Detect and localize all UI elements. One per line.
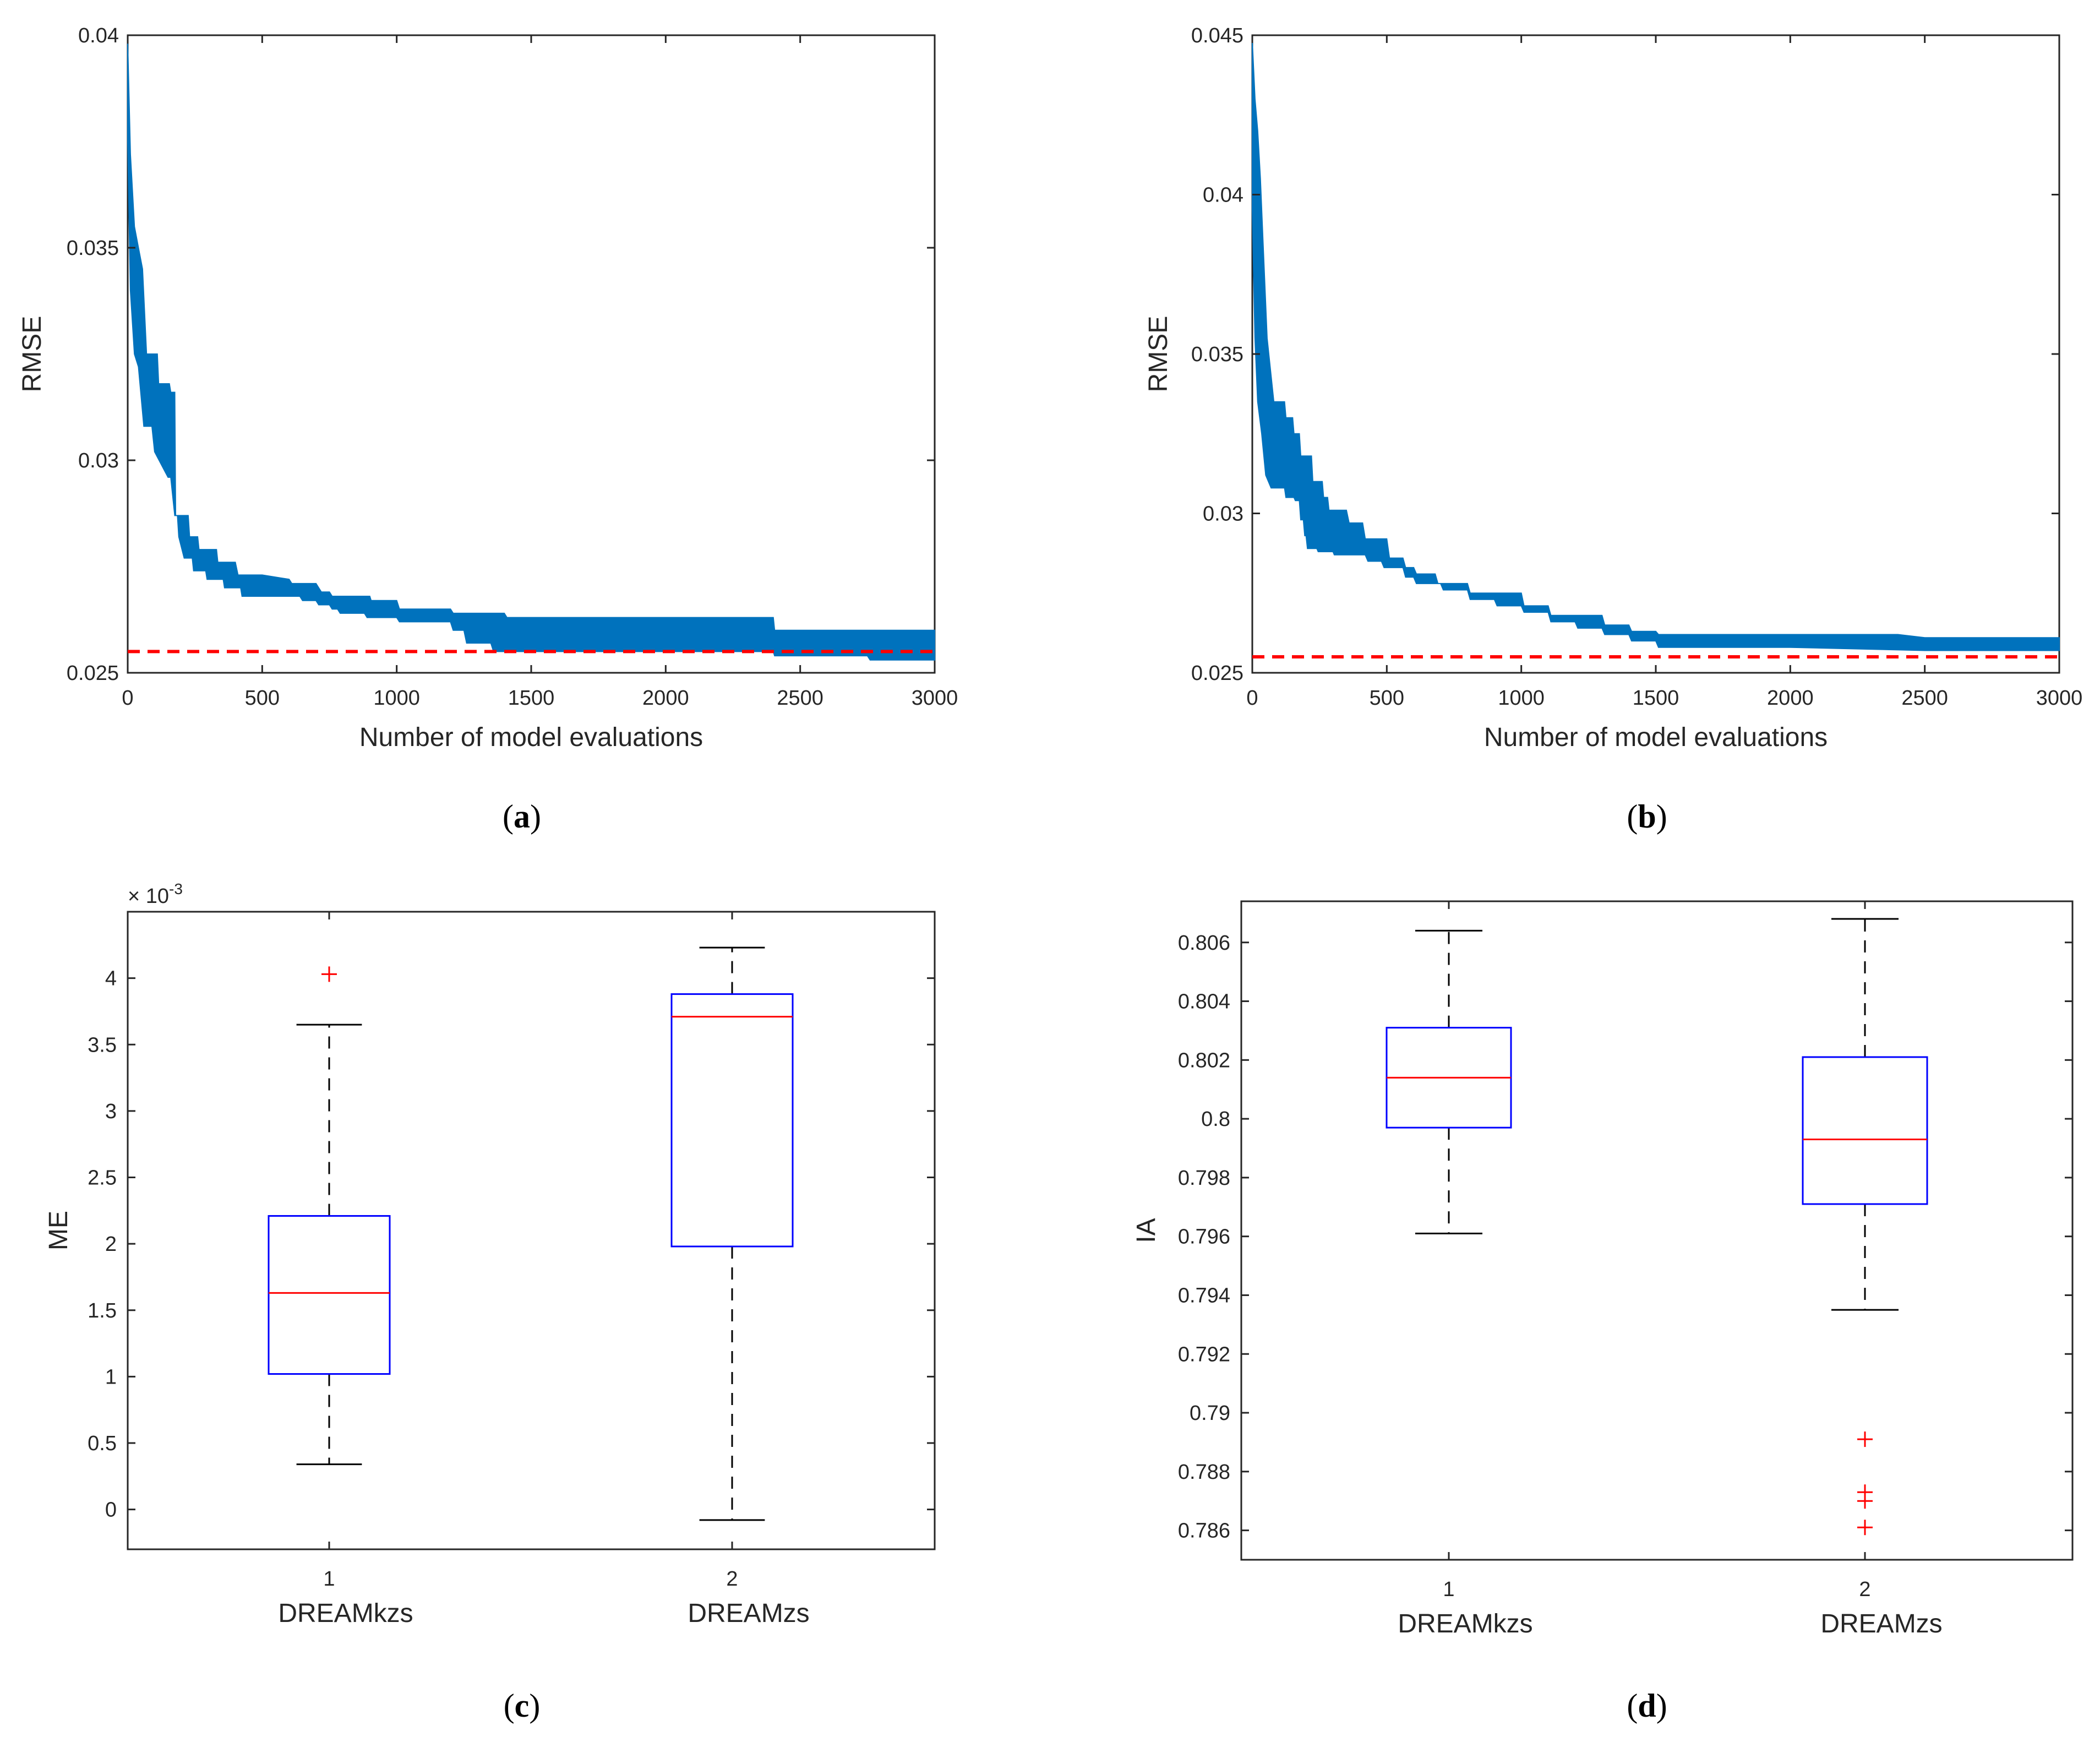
panel-a-caption: (a) — [503, 798, 541, 835]
panel-c-group-1-box — [268, 1215, 391, 1375]
panel-c-y-tick-label: 2.5 — [88, 1167, 117, 1190]
panel-d-group-2-outlier-marker — [1857, 1493, 1873, 1509]
panel-c-y-tick-label: 1 — [105, 1365, 117, 1389]
panel-b-caption-open: ( — [1627, 798, 1638, 835]
panel-c-y-tick-label: 4 — [105, 967, 117, 990]
panel-a-x-tick-label: 3000 — [912, 687, 958, 710]
panel-c-plot-frame — [127, 911, 936, 1550]
panel-a-rmse-band — [127, 43, 935, 661]
panel-a-y-axis-label: RMSE — [18, 316, 47, 393]
panel-c-y-axis-label: ME — [44, 1211, 73, 1250]
panel-c-scale-exponent: -3 — [169, 880, 183, 897]
panel-b-x-tick-label: 0 — [1246, 687, 1258, 710]
panel-a-y-tick-label: 0.025 — [67, 662, 119, 685]
panel-b-y-tick-label: 0.03 — [1203, 503, 1243, 526]
panel-b-rmse-convergence: RMSE Number of model evaluations (b) 0 50… — [1144, 24, 2082, 835]
panel-b-x-tick-label: 1500 — [1633, 687, 1679, 710]
panel-b-x-tick-label: 1000 — [1498, 687, 1545, 710]
panel-d-caption: (d) — [1627, 1687, 1667, 1724]
panel-d-y-tick-label: 0.796 — [1178, 1226, 1230, 1249]
panel-a-x-axis-label: Number of model evaluations — [359, 723, 703, 752]
panel-c-group-1-outlier-marker — [321, 966, 337, 982]
panel-d-y-tick-label: 0.788 — [1178, 1461, 1230, 1484]
panel-a-caption-close: ) — [530, 798, 541, 835]
panel-d-group-2-outlier-marker — [1857, 1431, 1873, 1447]
panel-d-ia-boxplot: IA (d) 0.786 0.788 0.79 0.792 0.794 0.796 0.79… — [1132, 900, 2074, 1724]
panel-d-caption-letter: d — [1638, 1687, 1656, 1724]
panel-c-y-tick-label: 1.5 — [88, 1299, 117, 1322]
panel-d-y-tick-label: 0.792 — [1178, 1343, 1230, 1366]
panel-d-group-2-tick-label: 2 — [1859, 1578, 1870, 1601]
panel-c-y-tick-label: 0.5 — [88, 1432, 117, 1455]
panel-d-caption-open: ( — [1627, 1687, 1638, 1724]
panel-a-rmse-convergence: RMSE Number of model evaluations (a) 0 50… — [18, 24, 958, 835]
panel-c-group-1-tick-label: 1 — [323, 1567, 335, 1591]
panel-d-caption-close: ) — [1656, 1687, 1667, 1724]
panel-c-group-2-name-label: DREAMzs — [688, 1599, 809, 1628]
panel-c-y-tick-label: 3 — [105, 1100, 117, 1123]
panel-d-y-axis-label: IA — [1132, 1218, 1161, 1243]
panel-b-caption: (b) — [1627, 798, 1667, 835]
panel-d-y-tick-label: 0.804 — [1178, 990, 1230, 1014]
panel-d-group-1-tick-label: 1 — [1443, 1578, 1454, 1601]
panel-d-y-tick-label: 0.786 — [1178, 1520, 1230, 1543]
panel-b-y-tick-label: 0.045 — [1191, 24, 1243, 47]
panel-d-y-tick-label: 0.79 — [1190, 1402, 1230, 1425]
panel-c-y-tick-label: 3.5 — [88, 1033, 117, 1057]
panel-d-y-tick-label: 0.806 — [1178, 932, 1230, 955]
panel-d-y-tick-label: 0.798 — [1178, 1167, 1230, 1190]
panel-d-group-2-box — [1802, 1056, 1928, 1205]
panel-a-x-tick-label: 1000 — [373, 687, 420, 710]
panel-b-rmse-band — [1252, 41, 2060, 651]
panel-b-y-tick-label: 0.035 — [1191, 343, 1243, 366]
panel-b-x-tick-label: 2500 — [1901, 687, 1948, 710]
panel-b-y-tick-label: 0.025 — [1191, 662, 1243, 685]
panel-a-caption-open: ( — [503, 798, 514, 835]
panel-c-group-2-box — [670, 993, 794, 1248]
panel-c-caption-close: ) — [529, 1687, 540, 1724]
panel-b-x-tick-label: 2000 — [1767, 687, 1814, 710]
panel-d-group-1-name-label: DREAMkzs — [1398, 1609, 1532, 1638]
panel-d-group-2-name-label: DREAMzs — [1820, 1609, 1942, 1638]
panel-d-group-2-outlier-marker — [1857, 1520, 1873, 1536]
panel-a-y-tick-label: 0.03 — [78, 449, 119, 472]
panel-a-y-tick-label: 0.035 — [67, 237, 119, 260]
panel-c-caption: (c) — [504, 1687, 541, 1724]
panel-c-scale-base: × 10 — [128, 885, 169, 908]
panel-c-caption-open: ( — [504, 1687, 515, 1724]
panel-c-group-2-tick-label: 2 — [726, 1567, 738, 1591]
panel-c-me-boxplot: ME × 10-3 (c) 0 0.5 1 1.5 2 2.5 3 3.5 4 1 DREAMkzs… — [44, 880, 936, 1724]
panel-d-plot-frame — [1240, 900, 2074, 1561]
panel-a-caption-letter: a — [514, 798, 530, 835]
panel-a-x-tick-label: 1500 — [508, 687, 555, 710]
panel-a-x-tick-label: 500 — [245, 687, 280, 710]
panel-c-group-1-name-label: DREAMkzs — [278, 1599, 413, 1628]
panel-c-y-tick-label: 0 — [105, 1499, 117, 1522]
panel-b-y-tick-label: 0.04 — [1203, 184, 1243, 207]
panel-b-x-tick-label: 500 — [1370, 687, 1404, 710]
panel-d-y-tick-label: 0.802 — [1178, 1049, 1230, 1072]
panel-b-x-axis-label: Number of model evaluations — [1484, 723, 1828, 752]
panel-a-y-tick-label: 0.04 — [78, 24, 119, 47]
panel-c-y-tick-label: 2 — [105, 1233, 117, 1256]
panel-d-y-tick-label: 0.8 — [1201, 1108, 1230, 1131]
panel-a-x-tick-label: 2000 — [642, 687, 689, 710]
panel-b-caption-close: ) — [1656, 798, 1667, 835]
panel-c-caption-letter: c — [515, 1687, 530, 1724]
panel-c-scale-multiplier: × 10-3 — [128, 880, 183, 908]
panel-a-x-tick-label: 0 — [122, 687, 133, 710]
panel-b-plot-frame — [1251, 34, 2060, 674]
panel-b-caption-letter: b — [1638, 798, 1656, 835]
panel-b-x-tick-label: 3000 — [2036, 687, 2083, 710]
panel-b-y-axis-label: RMSE — [1144, 316, 1173, 393]
panel-d-y-tick-label: 0.794 — [1178, 1284, 1230, 1307]
panel-a-x-tick-label: 2500 — [777, 687, 823, 710]
